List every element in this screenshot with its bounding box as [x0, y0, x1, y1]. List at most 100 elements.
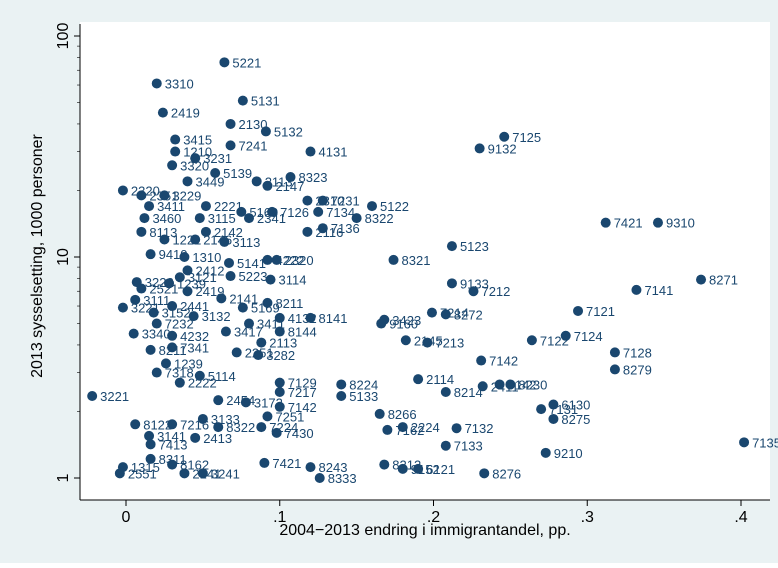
- point-label: 5131: [251, 94, 280, 109]
- point-marker: [271, 427, 282, 438]
- point-marker: [274, 312, 285, 323]
- data-point: 8276: [479, 466, 521, 481]
- point-marker: [314, 473, 325, 483]
- point-marker: [231, 347, 242, 358]
- point-label: 8230: [518, 377, 547, 392]
- point-marker: [159, 190, 170, 201]
- point-label: 7122: [540, 333, 569, 348]
- point-marker: [499, 131, 510, 142]
- data-point: 8323: [285, 170, 327, 185]
- point-marker: [451, 423, 462, 434]
- point-marker: [477, 381, 488, 392]
- data-point: 2441: [167, 299, 209, 314]
- point-label: 2441: [180, 299, 209, 314]
- data-point: 2147: [262, 179, 304, 194]
- point-marker: [548, 413, 559, 424]
- point-marker: [167, 459, 178, 470]
- data-point: 2341: [244, 211, 286, 226]
- data-point: 8271: [696, 273, 738, 288]
- point-marker: [160, 358, 171, 369]
- point-marker: [397, 463, 408, 474]
- point-marker: [609, 347, 620, 358]
- point-label: 2521: [149, 282, 178, 297]
- point-label: 4232: [180, 329, 209, 344]
- point-marker: [145, 453, 156, 464]
- data-point: 8322: [213, 420, 255, 435]
- data-point: 7141: [631, 283, 673, 298]
- data-point: 7126: [267, 205, 309, 220]
- point-marker: [130, 294, 141, 305]
- point-label: 2419: [196, 284, 225, 299]
- data-point: 3241: [197, 466, 240, 481]
- point-marker: [225, 118, 236, 129]
- point-label: 8122: [143, 417, 172, 432]
- data-point: 7232: [151, 317, 194, 332]
- data-point: 2413: [190, 431, 232, 446]
- data-point: 8311: [145, 452, 187, 467]
- point-marker: [422, 337, 433, 348]
- point-marker: [302, 195, 313, 206]
- data-point: 4222: [262, 253, 304, 268]
- point-marker: [144, 201, 155, 212]
- point-marker: [130, 419, 141, 430]
- point-marker: [274, 377, 285, 388]
- data-point: 3417: [220, 325, 263, 340]
- data-point: 8113: [136, 225, 177, 240]
- point-label: 3320: [180, 158, 209, 173]
- point-marker: [128, 328, 139, 339]
- point-label: 2411: [491, 379, 519, 394]
- point-label: 4222: [275, 253, 304, 268]
- data-point: 8144: [274, 325, 317, 340]
- point-marker: [313, 206, 324, 217]
- point-marker: [382, 424, 393, 435]
- data-point: 5169: [236, 205, 278, 220]
- point-marker: [244, 213, 254, 224]
- data-point: 7142: [274, 400, 317, 415]
- data-point: 2141: [216, 291, 258, 306]
- point-marker: [317, 195, 328, 206]
- point-marker: [182, 286, 193, 297]
- data-point: 7125: [499, 130, 541, 145]
- point-label: 5169: [251, 301, 280, 316]
- data-point: 3141: [144, 429, 186, 444]
- data-point: 7122: [526, 333, 569, 348]
- point-marker: [388, 254, 399, 265]
- data-point: 3229: [159, 188, 201, 203]
- point-label: 3111: [143, 293, 170, 308]
- data-point: 2224: [397, 420, 440, 435]
- point-label: 5223: [239, 269, 268, 284]
- data-point: 8272: [440, 307, 483, 322]
- point-label: 8224: [349, 377, 378, 392]
- point-label: 2320: [285, 253, 314, 268]
- point-marker: [540, 447, 551, 458]
- point-marker: [114, 468, 125, 479]
- data-point: 2521: [136, 282, 178, 297]
- data-point: 8211: [145, 343, 187, 358]
- point-marker: [213, 395, 224, 406]
- point-marker: [560, 330, 571, 341]
- point-label: 7131: [549, 402, 578, 417]
- data-point: 2221: [200, 199, 243, 214]
- point-label: 8113: [149, 225, 177, 240]
- data-point: 7135: [739, 435, 778, 450]
- point-marker: [548, 399, 559, 410]
- point-label: 2116: [315, 225, 343, 240]
- point-marker: [151, 78, 162, 89]
- data-point: 8266: [374, 407, 417, 422]
- point-label: 7142: [288, 400, 317, 415]
- point-marker: [225, 271, 236, 282]
- data-point: 8214: [440, 385, 483, 400]
- point-label: 7421: [272, 456, 301, 471]
- point-marker: [167, 419, 178, 430]
- data-point: 8275: [548, 412, 590, 427]
- point-label: 7128: [623, 345, 652, 360]
- point-marker: [376, 318, 387, 329]
- point-marker: [170, 134, 181, 145]
- data-points: 5221 3310 5131 2419 2130 5132 3415 7241 4131 7125…: [87, 55, 778, 486]
- point-label: 3340: [142, 327, 171, 342]
- data-point: 3460: [139, 211, 181, 226]
- point-marker: [151, 367, 162, 378]
- point-label: 8275: [561, 412, 590, 427]
- data-point: 3115: [194, 211, 236, 226]
